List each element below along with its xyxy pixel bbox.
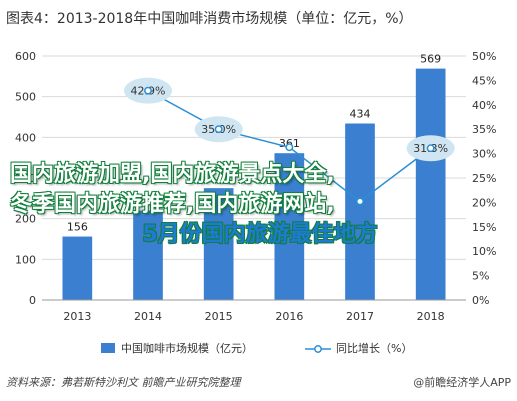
y-right-tick-label: 50% bbox=[472, 50, 496, 63]
growth-marker bbox=[214, 125, 223, 134]
x-tick-label: 2014 bbox=[134, 310, 162, 323]
y-right-tick-label: 10% bbox=[472, 245, 496, 258]
y-right-tick-label: 20% bbox=[472, 196, 496, 209]
y-right-tick-label: 15% bbox=[472, 221, 496, 234]
x-tick-label: 2017 bbox=[346, 310, 374, 323]
x-tick-label: 2013 bbox=[63, 310, 91, 323]
growth-marker bbox=[285, 143, 294, 152]
bar bbox=[133, 210, 163, 300]
y-left-tick-label: 0 bbox=[29, 294, 36, 307]
y-left-tick-label: 500 bbox=[15, 91, 36, 104]
y-right-tick-label: 5% bbox=[472, 270, 489, 283]
y-left-tick-label: 600 bbox=[15, 50, 36, 63]
bar bbox=[62, 236, 93, 300]
growth-marker bbox=[426, 144, 435, 153]
bar-value-label: 569 bbox=[420, 53, 441, 66]
chart-title: 图表4：2013-2018年中国咖啡消费市场规模（单位：亿元，%） bbox=[6, 11, 413, 27]
y-right-tick-label: 45% bbox=[472, 74, 496, 87]
bar bbox=[415, 68, 446, 301]
growth-marker bbox=[356, 197, 364, 206]
legend-bar-label: 中国咖啡市场规模（亿元） bbox=[121, 341, 253, 355]
y-right-tick-label: 25% bbox=[472, 172, 496, 185]
y-left-tick-label: 400 bbox=[15, 131, 36, 144]
x-tick-label: 2016 bbox=[275, 310, 303, 323]
bar-value-label: 156 bbox=[67, 221, 88, 234]
bar bbox=[203, 188, 234, 300]
bar-value-label: 220 bbox=[138, 195, 159, 208]
source-note: 资料来源：弗若斯特沙利文 前瞻产业研究院整理 bbox=[6, 376, 241, 389]
bar-value-label: 434 bbox=[350, 108, 371, 121]
y-right-tick-label: 40% bbox=[472, 99, 496, 112]
y-right-tick-label: 30% bbox=[472, 148, 496, 161]
bar bbox=[345, 123, 375, 300]
bar bbox=[274, 153, 305, 300]
y-left-tick-label: 300 bbox=[15, 172, 36, 185]
y-left-tick-label: 100 bbox=[15, 253, 36, 266]
legend-line-label: 同比增长（%） bbox=[336, 341, 412, 355]
y-left-tick-label: 200 bbox=[15, 213, 36, 226]
growth-marker bbox=[144, 86, 152, 95]
legend-line-marker bbox=[314, 345, 322, 353]
y-right-tick-label: 0% bbox=[472, 294, 489, 307]
y-right-tick-label: 35% bbox=[472, 123, 496, 136]
brand-watermark: @前瞻经济学人APP bbox=[413, 376, 511, 389]
x-tick-label: 2015 bbox=[205, 310, 233, 323]
x-tick-label: 2018 bbox=[417, 310, 445, 323]
legend-bar-swatch bbox=[101, 343, 115, 353]
